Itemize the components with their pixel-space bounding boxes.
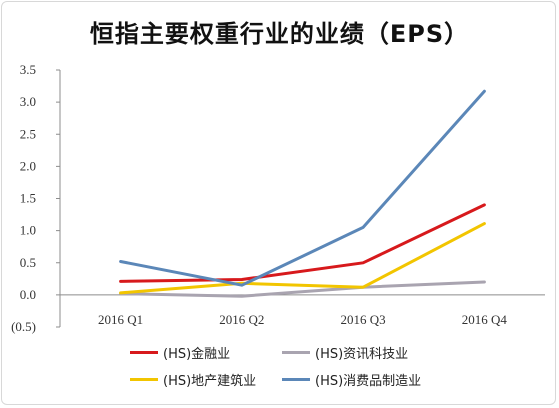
x-tick-label: 2016 Q2 [219,312,264,327]
y-tick-label: 0.0 [20,287,36,302]
y-tick-label: 2.0 [20,158,36,173]
series-line-0 [119,203,486,283]
series-line-1 [119,280,486,298]
legend-swatch-property [130,378,158,381]
series-line-2 [119,222,486,295]
legend-swatch-it [282,351,310,354]
chart-title: 恒指主要权重行业的业绩（EPS） [89,20,470,48]
series-lines [119,89,486,298]
legend-item-consumer: (HS)消费品制造业 [282,370,421,389]
y-axis: 3.5 3.0 2.5 2.0 1.5 1.0 0.5 0.0 (0.5) [11,62,61,334]
legend-label-property: (HS)地产建筑业 [163,374,257,389]
y-tick-label: 1.5 [20,191,36,206]
x-axis: 2016 Q1 2016 Q2 2016 Q3 2016 Q4 [60,294,545,327]
legend-label-consumer: (HS)消费品制造业 [315,374,422,389]
y-tick-label: 0.5 [20,255,36,270]
legend-item-property: (HS)地产建筑业 [130,370,256,389]
legend-label-it: (HS)资讯科技业 [315,347,409,362]
x-tick-label: 2016 Q3 [341,312,386,327]
legend-swatch-financials [130,351,158,354]
series-line-3 [119,89,486,287]
y-tick-label: 3.0 [20,94,36,109]
legend-item-it: (HS)资讯科技业 [282,343,408,362]
y-tick-label: (0.5) [11,319,36,334]
x-tick-label: 2016 Q1 [98,312,143,327]
legend-label-financials: (HS)金融业 [163,347,231,362]
legend-item-financials: (HS)金融业 [130,343,230,362]
y-tick-label: 2.5 [20,126,36,141]
legend-swatch-consumer [282,378,310,381]
y-tick-label: 3.5 [20,62,36,77]
y-tick-label: 1.0 [20,223,36,238]
x-tick-label: 2016 Q4 [462,312,508,327]
